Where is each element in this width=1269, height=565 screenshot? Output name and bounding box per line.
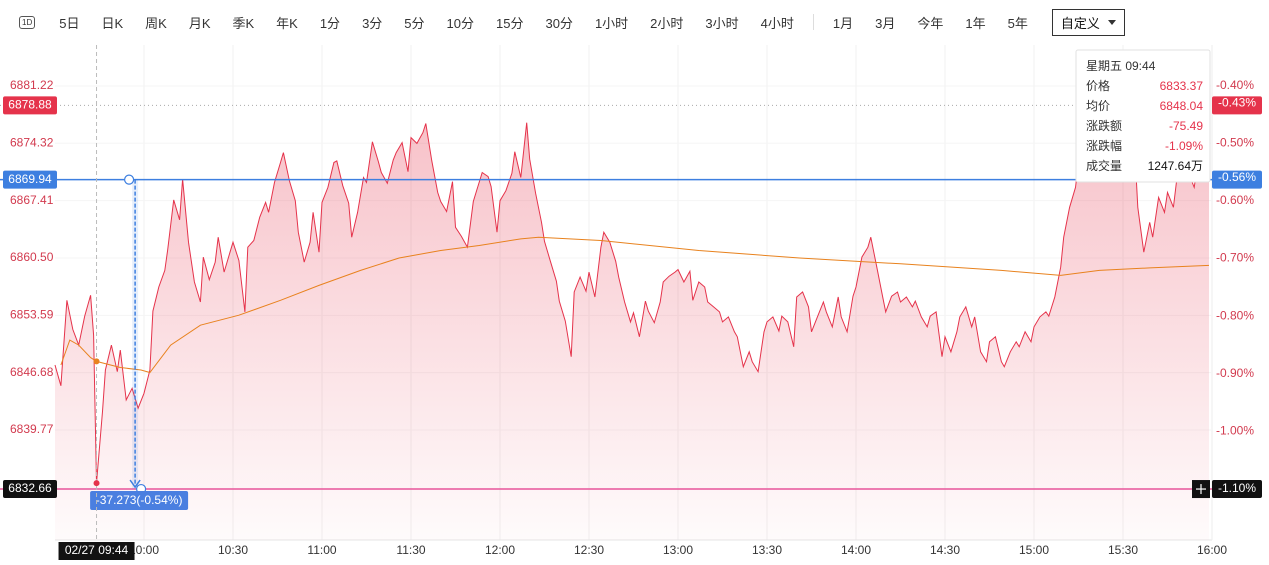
range-button[interactable]: 5年 (1007, 15, 1028, 31)
y2-tick-label: -0.50% (1216, 136, 1254, 150)
range-button[interactable]: 今年 (917, 15, 944, 31)
x-tick-label: 16:00 (1197, 543, 1227, 557)
measure-arrow (129, 479, 141, 489)
x-tick-label: 14:30 (930, 543, 960, 557)
y-tick-label: 6874.32 (10, 135, 54, 149)
range-button[interactable]: 1月 (832, 15, 854, 31)
tooltip-row-value: 6833.37 (1160, 79, 1204, 93)
tooltip-row-label: 均价 (1086, 99, 1110, 113)
y-tick-label: 6881.22 (10, 78, 54, 92)
tooltip-row-value: -75.49 (1169, 119, 1203, 133)
period-button[interactable]: 30分 (545, 15, 573, 31)
period-button[interactable]: 4小时 (760, 15, 794, 31)
range-button[interactable]: 3月 (875, 15, 896, 31)
tooltip-box (1075, 49, 1211, 183)
period-button[interactable]: 2小时 (650, 15, 684, 31)
interval-icon[interactable]: 1D (19, 15, 36, 29)
period-button[interactable]: 5分 (404, 15, 425, 31)
crosshair-point (93, 480, 100, 487)
tooltip-row-value: 6848.04 (1160, 99, 1204, 113)
tooltip-row-label: 价格 (1086, 78, 1110, 93)
tooltip-row-label: 成交量 (1086, 158, 1122, 173)
x-tick-label: 13:30 (752, 543, 782, 557)
toolbar: 1D 5日 日K 周K 月K 季K 年K 1分 3分 5分 10分 15分 30分 1小时 2小时 3小时 4小… (0, 0, 1269, 44)
y2-tick-label: -1.00% (1216, 423, 1254, 437)
crosshair-time-label: 02/27 09:44 (65, 543, 129, 557)
level-pct-tag (1212, 96, 1262, 115)
measure-handle (124, 174, 135, 185)
period-button[interactable]: 3分 (362, 15, 383, 31)
period-button[interactable]: 3小时 (705, 15, 739, 31)
level-price-label: 6832.66 (8, 481, 52, 495)
period-button[interactable]: 月K (188, 15, 211, 31)
separator (812, 14, 814, 30)
measure-label-box (90, 491, 189, 511)
crosshair-point (93, 358, 100, 365)
measure-label: -37.273(-0.54%) (96, 493, 183, 507)
period-button[interactable]: 日K (101, 15, 124, 31)
period-button[interactable]: 1小时 (594, 15, 629, 31)
tooltip-row-label: 涨跌幅 (1086, 138, 1122, 153)
level-price-label: 6878.88 (8, 98, 52, 112)
period-button[interactable]: 年K (276, 15, 298, 31)
y-tick-label: 6839.77 (10, 422, 54, 436)
y2-tick-label: -0.40% (1216, 78, 1254, 92)
range-button[interactable]: 1年 (965, 15, 986, 31)
price-area (55, 122, 1209, 540)
x-tick-label: 15:00 (1019, 543, 1049, 557)
crosshair-time-box (58, 542, 135, 560)
period-button[interactable]: 1分 (319, 15, 341, 31)
y-tick-label: 6846.68 (10, 365, 54, 379)
y-tick-label: 6860.50 (10, 250, 54, 264)
tooltip-row-label: 涨跌额 (1086, 118, 1122, 133)
custom-range-dropdown[interactable]: 自定义 (1051, 8, 1125, 36)
y2-tick-label: -0.60% (1216, 193, 1254, 207)
period-button[interactable]: 15分 (496, 15, 524, 31)
price-line (54, 122, 1210, 484)
x-tick-label: 13:00 (663, 543, 693, 557)
x-tick-label: 12:30 (574, 543, 604, 557)
level-pct-tag (1212, 170, 1262, 189)
level-pct-label: -0.56% (1218, 170, 1256, 184)
level-price-label: 6869.94 (8, 172, 52, 186)
tooltip-title: 星期五 09:44 (1086, 59, 1156, 73)
period-button[interactable]: 周K (145, 15, 167, 31)
x-tick-label: 15:30 (1108, 543, 1138, 557)
level-pct-label: -1.10% (1218, 481, 1256, 495)
x-tick-label: 12:00 (485, 543, 515, 557)
tooltip-row-value: -1.09% (1165, 139, 1203, 153)
level-pct-label: -0.43% (1218, 95, 1256, 109)
y2-tick-label: -0.70% (1216, 251, 1254, 265)
x-tick-label: 11:00 (307, 543, 336, 557)
level-tag (3, 480, 57, 499)
period-button[interactable]: 10分 (446, 15, 474, 31)
level-pct-tag (1212, 480, 1262, 499)
x-tick-label: 10:30 (218, 543, 248, 557)
dropdown-caret (1107, 19, 1116, 25)
measure-band (132, 179, 139, 490)
x-tick-label: 11:30 (396, 543, 425, 557)
x-tick-label: 10:00 (129, 543, 159, 557)
tooltip-row-value: 1247.64万 (1148, 159, 1203, 173)
custom-range-label[interactable]: 自定义 (1060, 15, 1100, 31)
level-tag (3, 170, 57, 189)
y2-tick-label: -0.80% (1216, 308, 1254, 322)
level-tag (3, 96, 57, 115)
y-tick-label: 6867.41 (10, 193, 54, 207)
average-line (60, 236, 1210, 374)
period-button[interactable]: 5日 (59, 15, 80, 31)
x-tick-label: 14:00 (841, 543, 871, 557)
y-tick-label: 6853.59 (10, 307, 54, 321)
period-button[interactable]: 季K (232, 15, 255, 31)
y2-tick-label: -0.90% (1216, 366, 1254, 380)
